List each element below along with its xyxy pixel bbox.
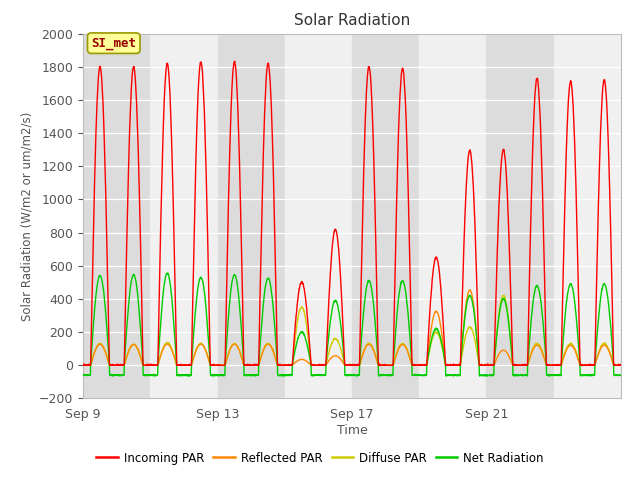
Bar	[150, 34, 218, 398]
Title: Solar Radiation: Solar Radiation	[294, 13, 410, 28]
Bar	[352, 34, 419, 398]
Text: SI_met: SI_met	[92, 36, 136, 50]
Legend: Incoming PAR, Reflected PAR, Diffuse PAR, Net Radiation: Incoming PAR, Reflected PAR, Diffuse PAR…	[92, 447, 548, 469]
Bar	[285, 34, 352, 398]
Bar	[419, 34, 486, 398]
Bar	[218, 34, 285, 398]
X-axis label: Time: Time	[337, 424, 367, 437]
Bar	[554, 34, 621, 398]
Y-axis label: Solar Radiation (W/m2 or um/m2/s): Solar Radiation (W/m2 or um/m2/s)	[20, 111, 33, 321]
Bar	[83, 34, 150, 398]
Bar	[486, 34, 554, 398]
